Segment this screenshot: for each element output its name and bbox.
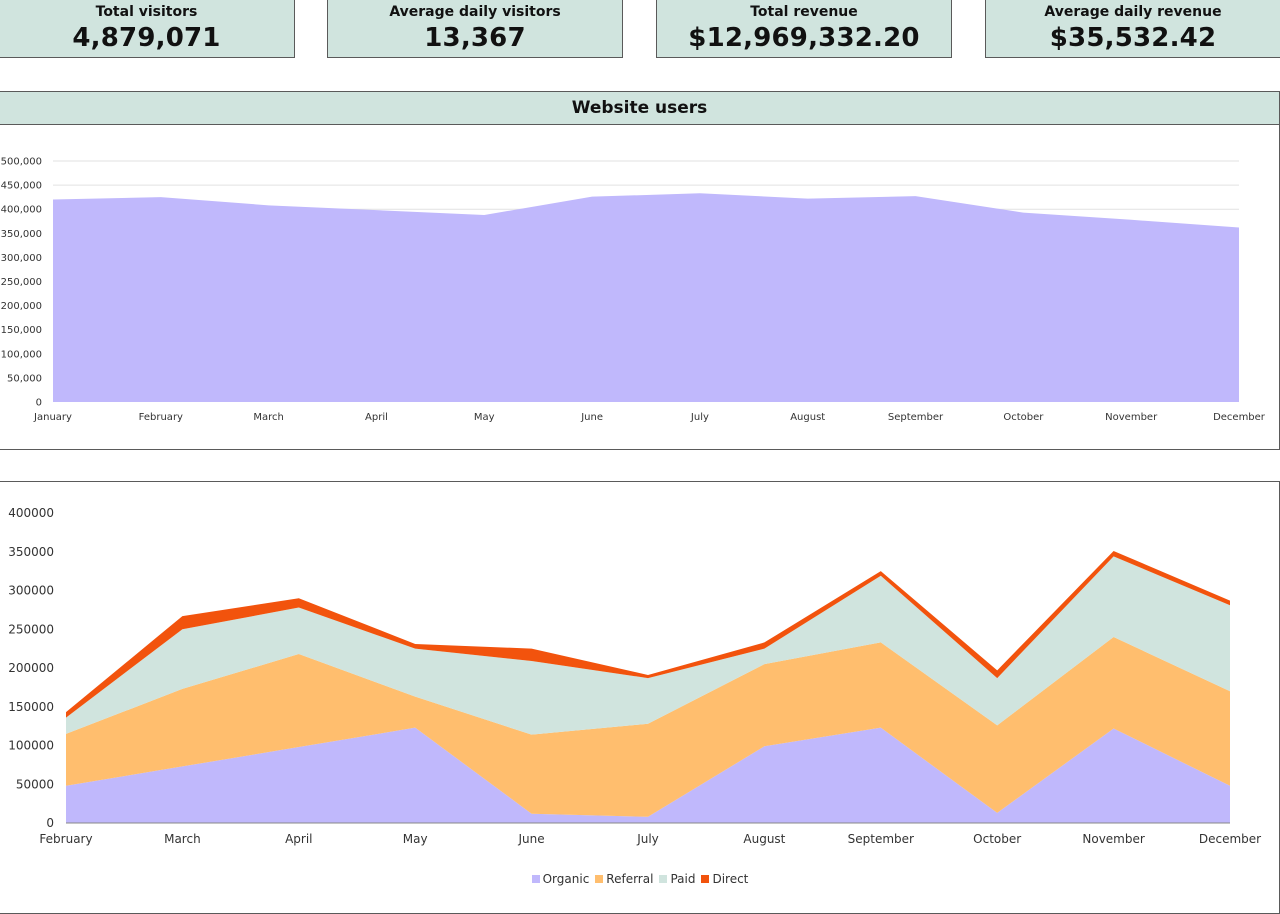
x-tick-label: August: [743, 832, 785, 846]
kpi-label: Total visitors: [95, 4, 198, 20]
x-tick-label: March: [164, 832, 201, 846]
legend-item-organic: Organic: [531, 872, 590, 886]
legend-item-direct: Direct: [701, 872, 748, 886]
x-tick-label: December: [1213, 412, 1266, 423]
series-area-paid: [66, 556, 1230, 735]
x-tick-label: June: [518, 832, 545, 846]
kpi-label: Average daily revenue: [1044, 4, 1222, 20]
x-tick-label: August: [790, 412, 825, 423]
legend-item-referral: Referral: [595, 872, 653, 886]
y-tick-label: 100,000: [1, 349, 42, 360]
y-tick-label: 0: [36, 398, 42, 409]
kpi-card-average-daily-visitors: Average daily visitors 13,367: [327, 0, 623, 58]
legend-label: Referral: [606, 872, 654, 886]
kpi-value: $35,532.42: [1049, 23, 1217, 53]
x-tick-label: June: [580, 412, 603, 423]
x-tick-label: October: [1003, 412, 1044, 423]
y-tick-label: 150,000: [1, 325, 42, 336]
x-tick-label: July: [690, 412, 709, 423]
x-tick-label: January: [33, 412, 72, 423]
y-tick-label: 350000: [8, 545, 54, 559]
legend-swatch: [659, 875, 668, 883]
y-tick-label: 50,000: [7, 373, 42, 384]
traffic-sources-chart: 0 50000 100000 150000 200000 250000 300000 3500…: [8, 506, 1261, 846]
kpi-value: 13,367: [424, 23, 526, 53]
kpi-card-total-revenue: Total revenue $12,969,332.20: [656, 0, 952, 58]
x-tick-label: May: [474, 412, 495, 423]
y-tick-label: 500,000: [1, 157, 42, 168]
y-tick-label: 200000: [8, 661, 54, 675]
x-tick-label: September: [888, 412, 944, 423]
kpi-card-total-visitors: Total visitors 4,879,071: [0, 0, 295, 58]
y-tick-label: 450,000: [1, 181, 42, 192]
x-tick-label: April: [365, 412, 388, 423]
x-tick-label: February: [39, 832, 92, 846]
y-tick-label: 250,000: [1, 277, 42, 288]
x-tick-label: May: [403, 832, 428, 846]
x-tick-label: November: [1105, 412, 1158, 423]
y-tick-label: 50000: [16, 777, 54, 791]
kpi-card-average-daily-revenue: Average daily revenue $35,532.42: [985, 0, 1280, 58]
series-area-referral: [66, 637, 1230, 817]
x-tick-label: April: [285, 832, 312, 846]
chart-legend: Organic Referral Paid Direct: [0, 872, 1280, 886]
y-tick-label: 400000: [8, 506, 54, 520]
y-tick-label: 150000: [8, 700, 54, 714]
y-tick-label: 350,000: [1, 229, 42, 240]
website-users-chart: 0 50,000 100,000 150,000 200,000 250,000 300,0…: [1, 157, 1266, 424]
y-tick-label: 200,000: [1, 301, 42, 312]
legend-label: Direct: [712, 872, 749, 886]
series-area-website-users: [53, 193, 1239, 402]
y-tick-label: 0: [46, 816, 54, 830]
x-tick-label: March: [253, 412, 283, 423]
legend-item-paid: Paid: [659, 872, 695, 886]
x-tick-label: September: [848, 832, 914, 846]
y-tick-label: 400,000: [1, 205, 42, 216]
kpi-value: 4,879,071: [72, 23, 221, 53]
series-area-organic: [66, 727, 1230, 823]
kpi-value: $12,969,332.20: [688, 23, 920, 53]
y-tick-label: 300,000: [1, 253, 42, 264]
x-tick-label: February: [139, 412, 183, 423]
x-tick-label: December: [1199, 832, 1261, 846]
legend-label: Organic: [542, 872, 590, 886]
y-tick-label: 300000: [8, 584, 54, 598]
kpi-label: Total revenue: [750, 4, 858, 20]
legend-swatch: [531, 875, 540, 883]
x-tick-label: November: [1082, 832, 1144, 846]
legend-swatch: [595, 875, 604, 883]
x-tick-label: October: [973, 832, 1021, 846]
legend-label: Paid: [670, 872, 696, 886]
y-tick-label: 250000: [8, 622, 54, 636]
x-tick-label: July: [636, 832, 659, 846]
legend-swatch: [701, 875, 710, 883]
chart-title: Website users: [0, 92, 1279, 125]
y-tick-label: 100000: [8, 739, 54, 753]
kpi-label: Average daily visitors: [389, 4, 561, 20]
